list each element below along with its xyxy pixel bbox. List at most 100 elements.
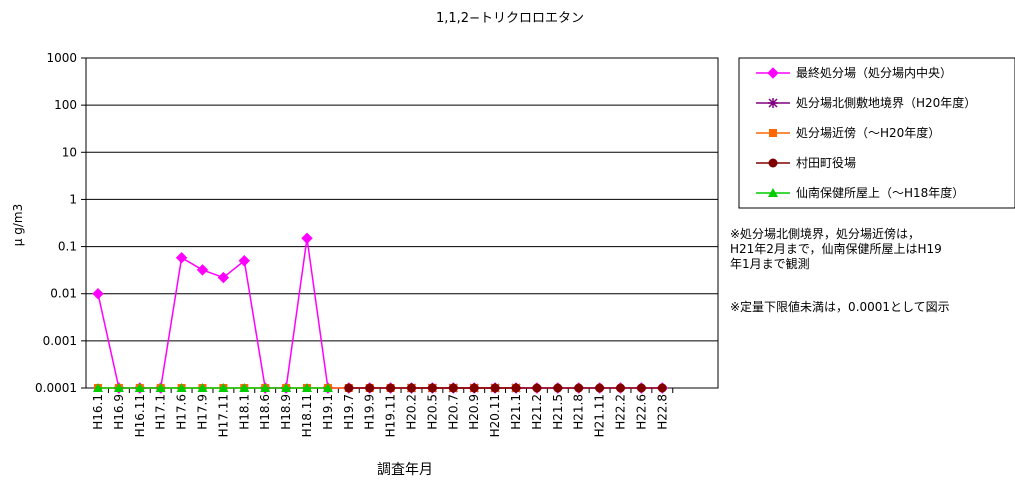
data-point (427, 383, 437, 393)
x-tick-label: H20.7 (446, 394, 460, 430)
data-point (92, 288, 104, 300)
x-tick-label: H22.2 (614, 394, 628, 430)
data-point (490, 383, 500, 393)
y-axis-label: μ g/m3 (11, 204, 25, 246)
x-axis-label: 調査年月 (377, 462, 433, 478)
y-tick-label: 1 (69, 192, 77, 206)
data-point (574, 383, 584, 393)
data-point (302, 383, 312, 392)
legend-entries: 最終処分場（処分場内中央） 処分場北側敷地境界（H20年度） 処分場近傍（～H20年… (756, 65, 976, 200)
data-point (238, 255, 251, 267)
data-point (386, 383, 396, 393)
x-tick-label: H19.1 (321, 394, 335, 430)
y-tick-label: 0.001 (43, 334, 77, 348)
data-point (155, 383, 166, 392)
x-tick-label: H19.7 (342, 394, 356, 430)
y-tick-label: 10 (62, 145, 77, 159)
legend-marker (769, 129, 777, 137)
y-axis-ticks: 1000 100 10 1 0.1 0.01 0.001 0.0001 (35, 51, 86, 395)
data-point (553, 383, 563, 393)
y-tick-label: 0.01 (50, 287, 77, 301)
legend-entry: 村田町役場 (756, 155, 856, 170)
legend-label: 最終処分場（処分場内中央） (796, 65, 952, 80)
legend-label: 村田町役場 (796, 155, 856, 170)
data-point (616, 383, 625, 393)
data-point (322, 383, 333, 392)
legend-entry: 処分場北側敷地境界（H20年度） (756, 95, 976, 110)
x-tick-label: H18.1 (237, 394, 251, 430)
data-point (175, 252, 188, 264)
data-point (365, 383, 375, 393)
x-tick-label: H21.2 (530, 394, 544, 430)
x-tick-label: H19.9 (363, 394, 377, 430)
y-tick-label: 0.0001 (35, 381, 77, 395)
data-point (595, 383, 605, 393)
data-point (511, 383, 521, 393)
x-tick-label: H21.5 (551, 394, 565, 430)
legend-label: 仙南保健所屋上（～H18年度） (796, 185, 964, 200)
x-tick-label: H20.5 (425, 394, 439, 430)
data-point (239, 383, 250, 392)
plot-area (85, 57, 719, 389)
data-point (217, 271, 230, 284)
legend-marker (767, 67, 779, 79)
note-observation-period: ※処分場北側境界，処分場近傍は， H21年2月まで，仙南保健所屋上はH19 年1… (730, 227, 942, 271)
legend-marker (768, 188, 778, 197)
data-point (344, 383, 354, 393)
x-tick-label: H16.9 (112, 394, 126, 430)
legend-entry: 仙南保健所屋上（～H18年度） (756, 185, 964, 200)
x-tick-label: H18.6 (258, 394, 272, 430)
chart-title: 1,1,2−トリクロロエタン (436, 11, 584, 26)
x-tick-label: H21.8 (572, 394, 586, 430)
legend-label: 処分場北側敷地境界（H20年度） (796, 95, 976, 110)
data-point (260, 383, 271, 392)
legend-marker (768, 98, 778, 108)
data-point (657, 383, 667, 393)
x-tick-label: H19.11 (384, 394, 398, 437)
data-point (93, 383, 103, 392)
x-tick-label: H17.9 (196, 394, 210, 430)
x-tick-label: H18.11 (300, 394, 314, 437)
legend-label: 処分場近傍（～H20年度） (796, 125, 940, 140)
x-tick-label: H22.8 (655, 394, 669, 430)
series-diamond (92, 232, 669, 394)
data-point (197, 383, 208, 392)
x-tick-label: H20.11 (488, 394, 502, 437)
x-axis-ticks: H16.1 H16.9 H16.11 H17.1 H17.6 H17.9 H17.11 H18… (91, 388, 674, 437)
y-tick-label: 0.1 (58, 240, 77, 254)
data-point (532, 383, 542, 393)
data-point (281, 383, 292, 392)
x-tick-label: H21.11 (593, 394, 607, 437)
legend-entry: 最終処分場（処分場内中央） (756, 65, 952, 80)
legend-entry: 処分場近傍（～H20年度） (756, 125, 940, 140)
x-tick-label: H16.11 (133, 394, 147, 437)
x-tick-label: H18.9 (279, 394, 293, 430)
y-tick-label: 1000 (46, 51, 77, 65)
data-point (448, 383, 458, 393)
x-tick-label: H17.6 (175, 394, 189, 430)
data-point (469, 383, 479, 393)
data-point (636, 383, 646, 393)
data-point (113, 383, 124, 392)
series-triangle (93, 383, 333, 392)
note-detection-limit: ※定量下限値未満は，0.0001として図示 (730, 300, 950, 314)
data-point (134, 383, 145, 392)
grid-lines (86, 104, 718, 342)
data-point (301, 232, 313, 244)
y-tick-label: 100 (54, 98, 77, 112)
legend-marker (768, 158, 778, 168)
x-tick-label: H17.11 (216, 394, 230, 437)
x-tick-label: H17.1 (154, 394, 168, 430)
x-tick-label: H21.1 (509, 394, 523, 430)
x-tick-label: H16.1 (91, 394, 105, 430)
data-point (218, 383, 229, 392)
data-point (407, 383, 416, 393)
x-tick-label: H20.2 (405, 394, 419, 430)
series-circle (344, 383, 667, 393)
series-layer (92, 232, 669, 394)
x-tick-label: H22.6 (634, 394, 648, 430)
data-point (196, 264, 209, 276)
x-tick-label: H20.9 (467, 394, 481, 430)
data-point (176, 383, 187, 392)
